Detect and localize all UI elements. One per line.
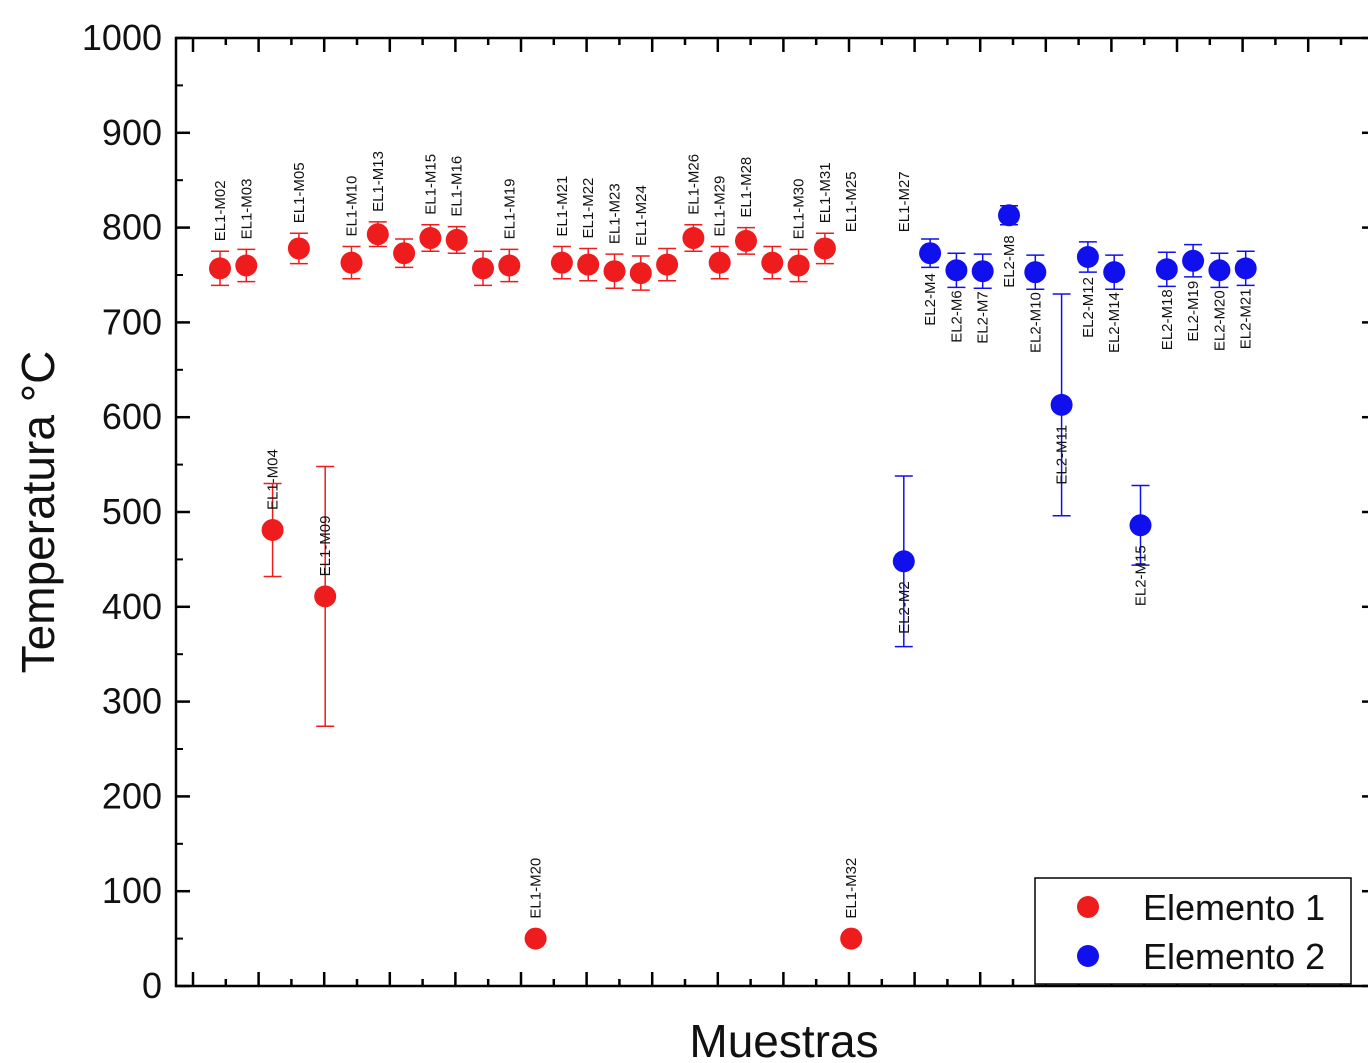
data-point: [945, 259, 968, 282]
point-label: EL2-M7: [975, 291, 992, 344]
legend-marker-elemento-1: [1077, 896, 1099, 918]
data-point: [524, 927, 547, 950]
data-point: [498, 254, 521, 277]
data-point: [287, 237, 310, 260]
y-tick-label: 400: [102, 586, 162, 627]
data-point: [1024, 261, 1047, 284]
point-labels: EL1-M02 EL1-M03 EL1-M04 EL1-M05 EL1-M09 EL1-M…: [212, 151, 1255, 919]
point-label: EL2-M2: [896, 581, 913, 634]
point-label: EL2-M4: [922, 273, 939, 326]
point-label: EL1-M15: [422, 154, 439, 215]
point-label: EL2-M10: [1027, 292, 1044, 353]
point-label: EL2-M6: [948, 290, 965, 343]
point-label: EL1-M25: [843, 171, 860, 232]
point-label: EL1-M24: [633, 185, 650, 246]
point-label: EL1-M23: [607, 183, 624, 244]
data-point: [708, 251, 731, 274]
data-point: [787, 254, 810, 277]
data-point: [340, 251, 363, 274]
data-point: [209, 257, 231, 280]
y-tick-label: 300: [102, 681, 162, 722]
point-label: EL2-M18: [1159, 289, 1176, 350]
data-point: [1208, 259, 1231, 282]
data-point: [445, 228, 468, 251]
point-label: EL1-M28: [738, 157, 755, 218]
point-label: EL1-M05: [291, 162, 308, 223]
data-point: [314, 585, 337, 608]
y-tick-label: 500: [102, 491, 162, 532]
data-point: [919, 242, 942, 265]
point-label: EL2-M21: [1238, 288, 1255, 349]
data-point: [603, 260, 626, 283]
point-label: EL2-M8: [1001, 235, 1018, 288]
data-point: [550, 251, 573, 274]
x-axis-title: Muestras: [689, 1015, 878, 1063]
data-point: [998, 204, 1020, 227]
point-label: EL1-M16: [449, 156, 466, 217]
point-label: EL1-M21: [554, 176, 571, 237]
y-tick-label: 100: [102, 870, 162, 911]
data-point: [682, 227, 705, 250]
y-axis-title: Temperatura °C: [12, 351, 64, 674]
point-label: EL1-M27: [896, 171, 913, 232]
data-point: [1129, 514, 1152, 537]
point-label: EL2-M20: [1211, 290, 1228, 351]
point-label: EL1-M13: [370, 151, 387, 212]
data-point: [235, 254, 258, 277]
data-point: [393, 242, 416, 265]
point-label: EL1-M03: [238, 179, 255, 240]
data-point: [1182, 249, 1205, 272]
point-label: EL1-M10: [344, 176, 361, 237]
data-point: [1234, 257, 1257, 280]
point-label: EL2-M12: [1080, 277, 1097, 338]
point-label: EL2-M11: [1054, 425, 1071, 485]
legend: Elemento 1 Elemento 2: [1034, 877, 1352, 985]
point-label: EL1-M32: [843, 858, 860, 919]
data-point: [419, 227, 442, 250]
data-point: [892, 550, 915, 573]
point-label: EL1-M09: [317, 515, 334, 576]
point-label: EL2-M15: [1133, 545, 1150, 606]
data-point: [656, 253, 679, 276]
data-point: [577, 253, 600, 276]
legend-label-elemento-2: Elemento 2: [1143, 936, 1325, 977]
data-point: [1103, 261, 1126, 284]
data-point: [761, 251, 784, 274]
x-axis-ticks: [191, 38, 1343, 986]
y-tick-label: 1000: [82, 17, 162, 58]
point-label: EL1-M30: [791, 179, 808, 240]
data-point: [1050, 393, 1073, 416]
data-point: [1076, 245, 1099, 268]
y-axis-ticks: 0 100 200 300 400 500 600 700 800 900 1000: [82, 17, 1368, 1006]
point-label: EL1-M26: [685, 154, 702, 215]
y-tick-label: 0: [142, 965, 162, 1006]
point-label: EL1-M02: [212, 180, 229, 241]
point-label: EL2-M19: [1185, 281, 1202, 342]
data-marks: [209, 204, 1257, 950]
point-label: EL1-M19: [501, 179, 518, 240]
point-label: EL2-M14: [1106, 292, 1123, 353]
y-tick-label: 800: [102, 207, 162, 248]
point-label: EL1-M04: [265, 449, 282, 510]
data-point: [472, 257, 494, 280]
data-point: [735, 229, 757, 252]
legend-marker-elemento-2: [1077, 945, 1099, 967]
y-tick-label: 900: [102, 112, 162, 153]
data-point: [629, 262, 652, 285]
point-label: EL1-M31: [817, 162, 834, 223]
data-point: [813, 237, 836, 260]
point-label: EL1-M29: [712, 176, 729, 237]
y-tick-label: 600: [102, 396, 162, 437]
data-point: [840, 927, 863, 950]
data-point: [261, 519, 284, 542]
data-point: [366, 223, 389, 246]
y-tick-label: 700: [102, 301, 162, 342]
legend-label-elemento-1: Elemento 1: [1143, 887, 1325, 928]
data-point: [971, 260, 994, 283]
point-label: EL1-M20: [528, 858, 545, 919]
y-tick-label: 200: [102, 775, 162, 816]
point-label: EL1-M22: [580, 178, 597, 239]
data-point: [1155, 258, 1178, 281]
